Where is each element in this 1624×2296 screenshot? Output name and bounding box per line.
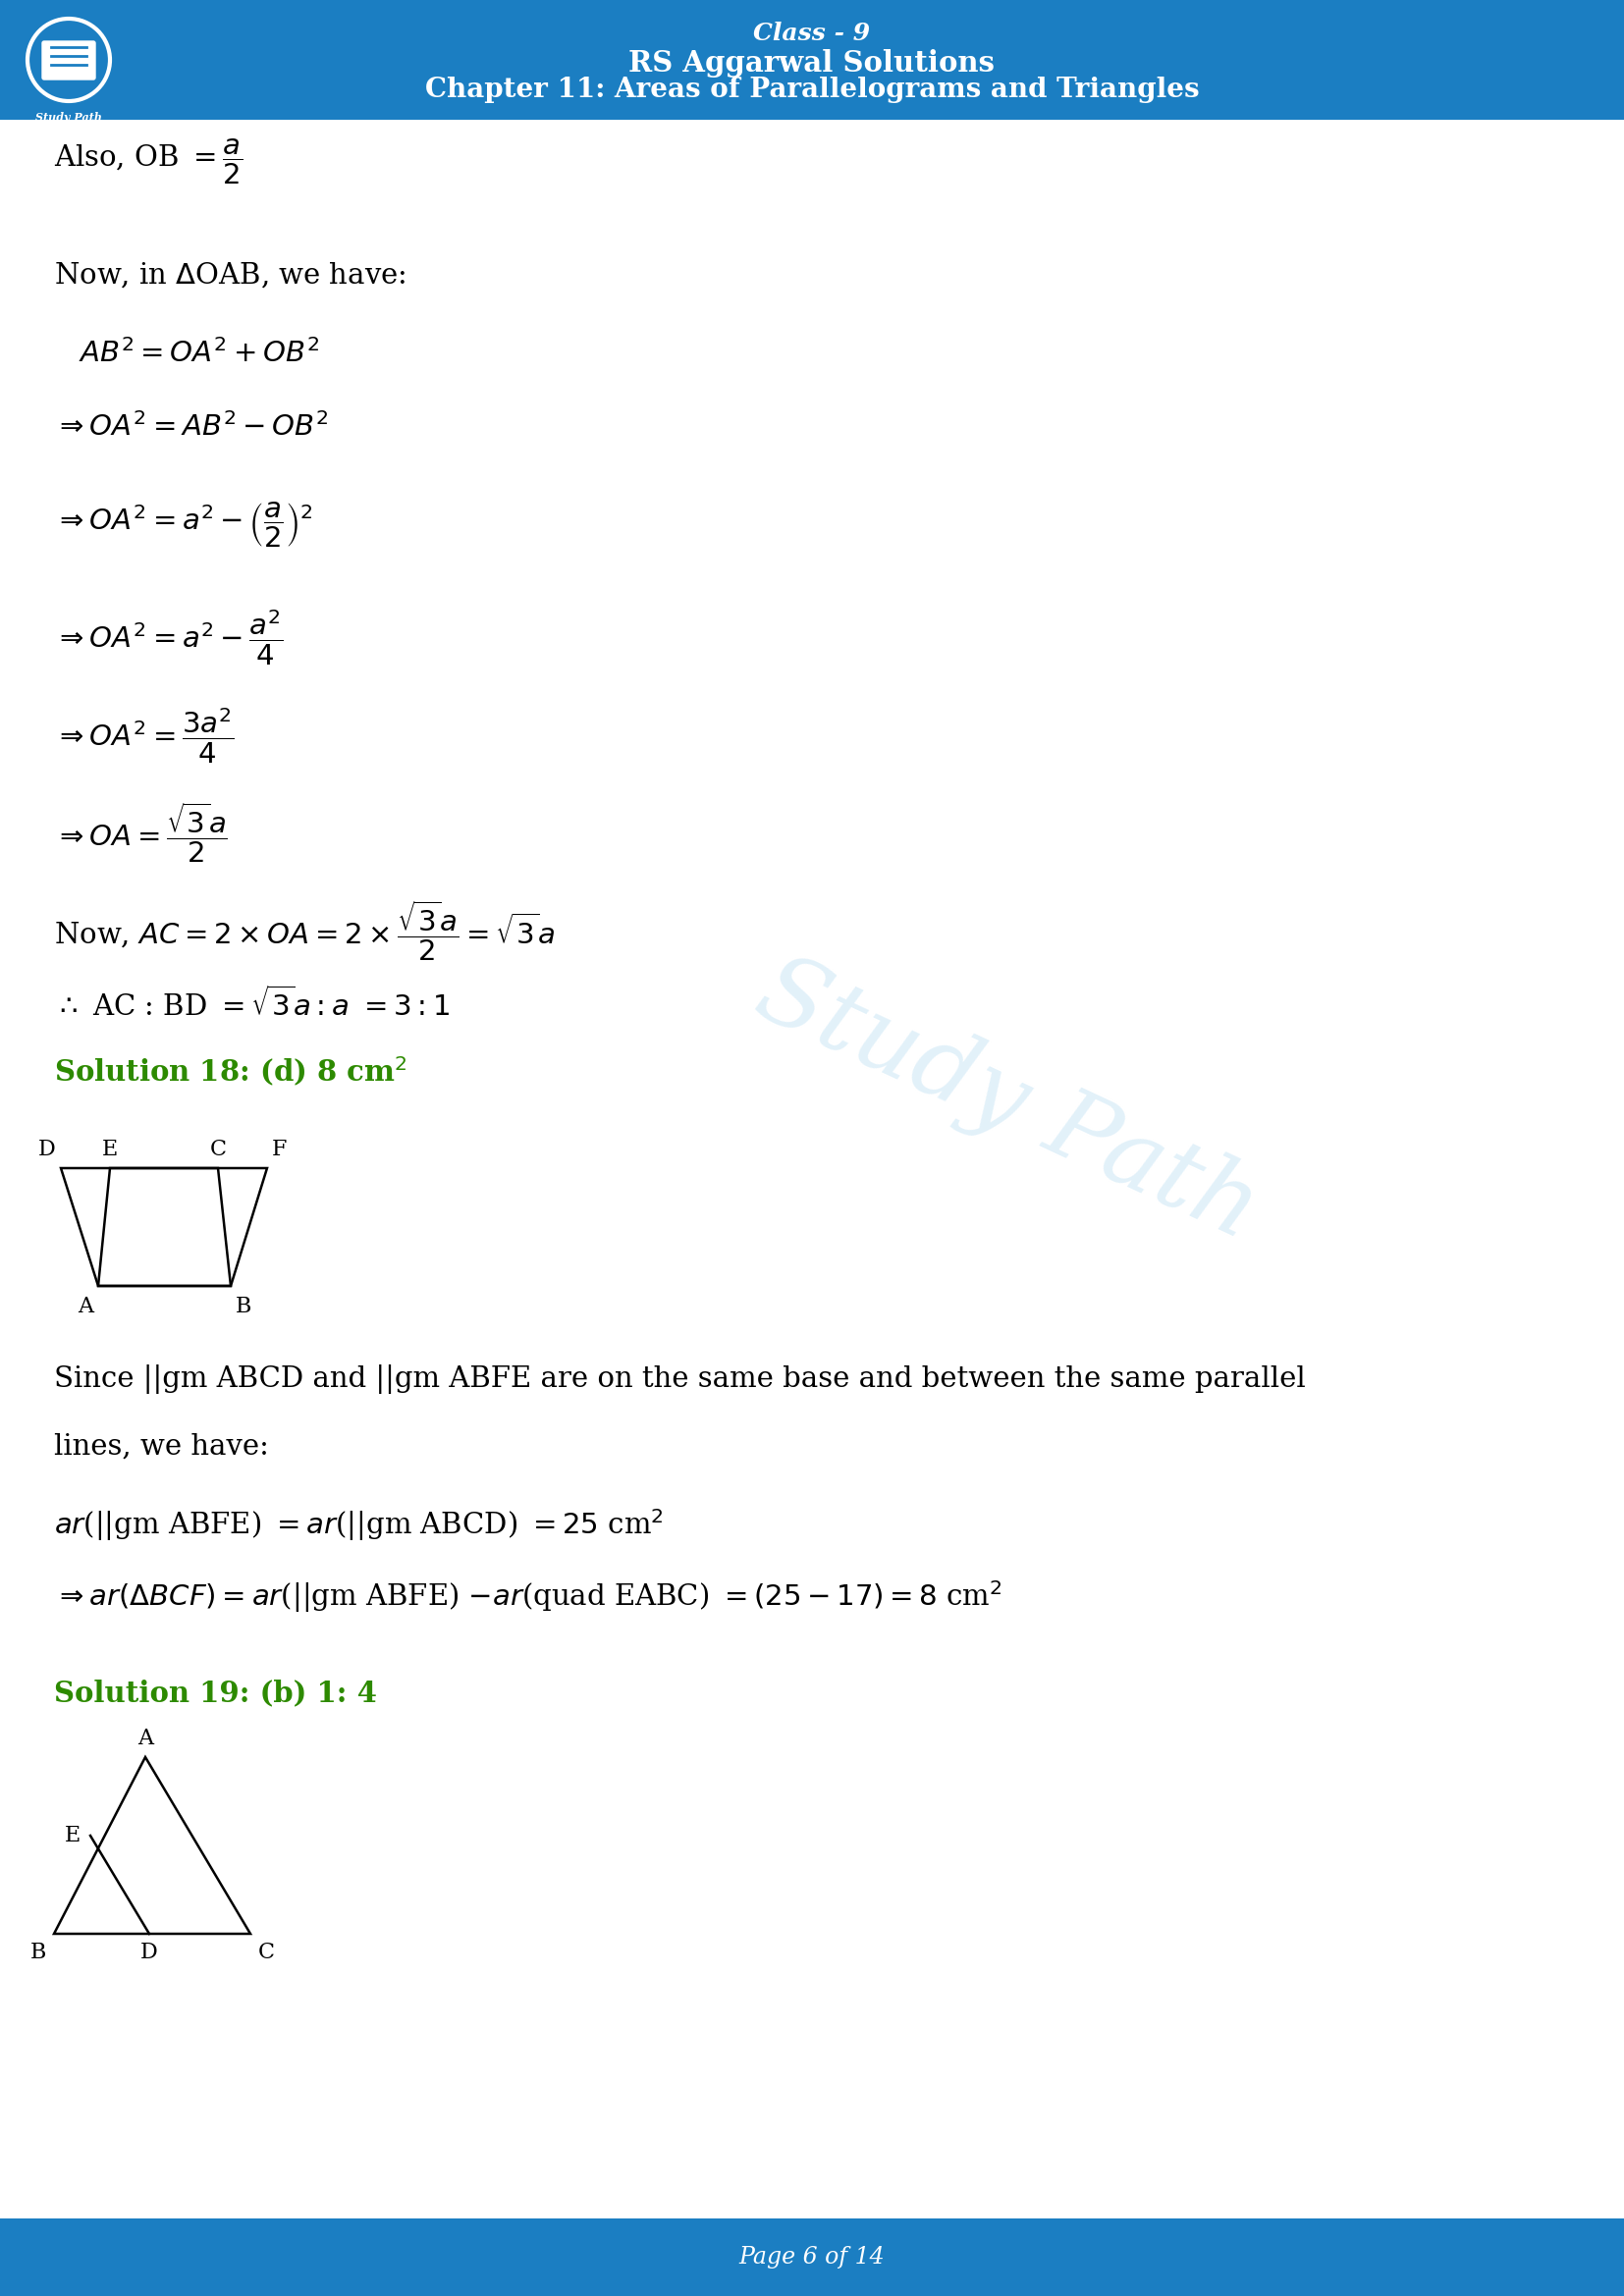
Text: Now, $AC = 2 \times OA = 2 \times \dfrac{\sqrt{3}a}{2} = \sqrt{3}a$: Now, $AC = 2 \times OA = 2 \times \dfrac…	[54, 898, 555, 962]
Text: E: E	[102, 1139, 119, 1159]
Text: Class - 9: Class - 9	[754, 21, 870, 46]
Circle shape	[31, 23, 106, 96]
Text: Chapter 11: Areas of Parallelograms and Triangles: Chapter 11: Areas of Parallelograms and …	[425, 76, 1199, 103]
Text: B: B	[235, 1295, 252, 1318]
Text: E: E	[65, 1825, 81, 1846]
Bar	[0, 2218, 1624, 2296]
Text: $\Rightarrow OA^2 = \dfrac{3a^2}{4}$: $\Rightarrow OA^2 = \dfrac{3a^2}{4}$	[54, 707, 234, 765]
Text: A: A	[138, 1727, 153, 1750]
Text: $\Rightarrow ar(\Delta BCF) = ar$(||gm ABFE) $-ar$(quad EABC) $= ( 25 -17) = 8$ : $\Rightarrow ar(\Delta BCF) = ar$(||gm A…	[54, 1577, 1002, 1614]
Text: $\Rightarrow OA = \dfrac{\sqrt{3}a}{2}$: $\Rightarrow OA = \dfrac{\sqrt{3}a}{2}$	[54, 799, 227, 866]
Text: C: C	[258, 1942, 274, 1963]
Text: Solution 19: (b) 1: 4: Solution 19: (b) 1: 4	[54, 1678, 377, 1706]
Text: Study Path: Study Path	[36, 113, 102, 122]
Text: Page 6 of 14: Page 6 of 14	[739, 2245, 885, 2268]
Text: Also, OB $=\dfrac{a}{2}$: Also, OB $=\dfrac{a}{2}$	[54, 138, 244, 186]
Text: A: A	[78, 1295, 93, 1318]
Text: Solution 18: (d) 8 cm$^2$: Solution 18: (d) 8 cm$^2$	[54, 1056, 408, 1088]
Text: B: B	[31, 1942, 45, 1963]
Bar	[0, 0, 1624, 119]
Text: $\therefore$ AC : BD $= \sqrt{3}a : a\ = 3 : 1$: $\therefore$ AC : BD $= \sqrt{3}a : a\ =…	[54, 987, 450, 1022]
Text: F: F	[271, 1139, 287, 1159]
Text: $AB^2 = OA^2 + OB^2$: $AB^2 = OA^2 + OB^2$	[78, 338, 320, 367]
Text: C: C	[209, 1139, 226, 1159]
Text: D: D	[39, 1139, 55, 1159]
Text: $\Rightarrow OA^2 = a^2 - \left(\dfrac{a}{2}\right)^2$: $\Rightarrow OA^2 = a^2 - \left(\dfrac{a…	[54, 501, 312, 549]
Text: RS Aggarwal Solutions: RS Aggarwal Solutions	[628, 48, 996, 78]
FancyBboxPatch shape	[42, 41, 96, 80]
Text: Study Path: Study Path	[741, 944, 1273, 1261]
Text: Now, in $\Delta$OAB, we have:: Now, in $\Delta$OAB, we have:	[54, 259, 406, 289]
Text: D: D	[141, 1942, 158, 1963]
Text: lines, we have:: lines, we have:	[54, 1433, 270, 1460]
Text: $ar$(||gm ABFE) $= ar$(||gm ABCD) $= 25$ cm$^2$: $ar$(||gm ABFE) $= ar$(||gm ABCD) $= 25$…	[54, 1506, 664, 1543]
Text: $\Rightarrow OA^2 = AB^2 - OB^2$: $\Rightarrow OA^2 = AB^2 - OB^2$	[54, 413, 328, 441]
Text: $\Rightarrow OA^2 = a^2 - \dfrac{a^2}{4}$: $\Rightarrow OA^2 = a^2 - \dfrac{a^2}{4}…	[54, 608, 284, 668]
Text: Since ||gm ABCD and ||gm ABFE are on the same base and between the same parallel: Since ||gm ABCD and ||gm ABFE are on the…	[54, 1364, 1306, 1394]
